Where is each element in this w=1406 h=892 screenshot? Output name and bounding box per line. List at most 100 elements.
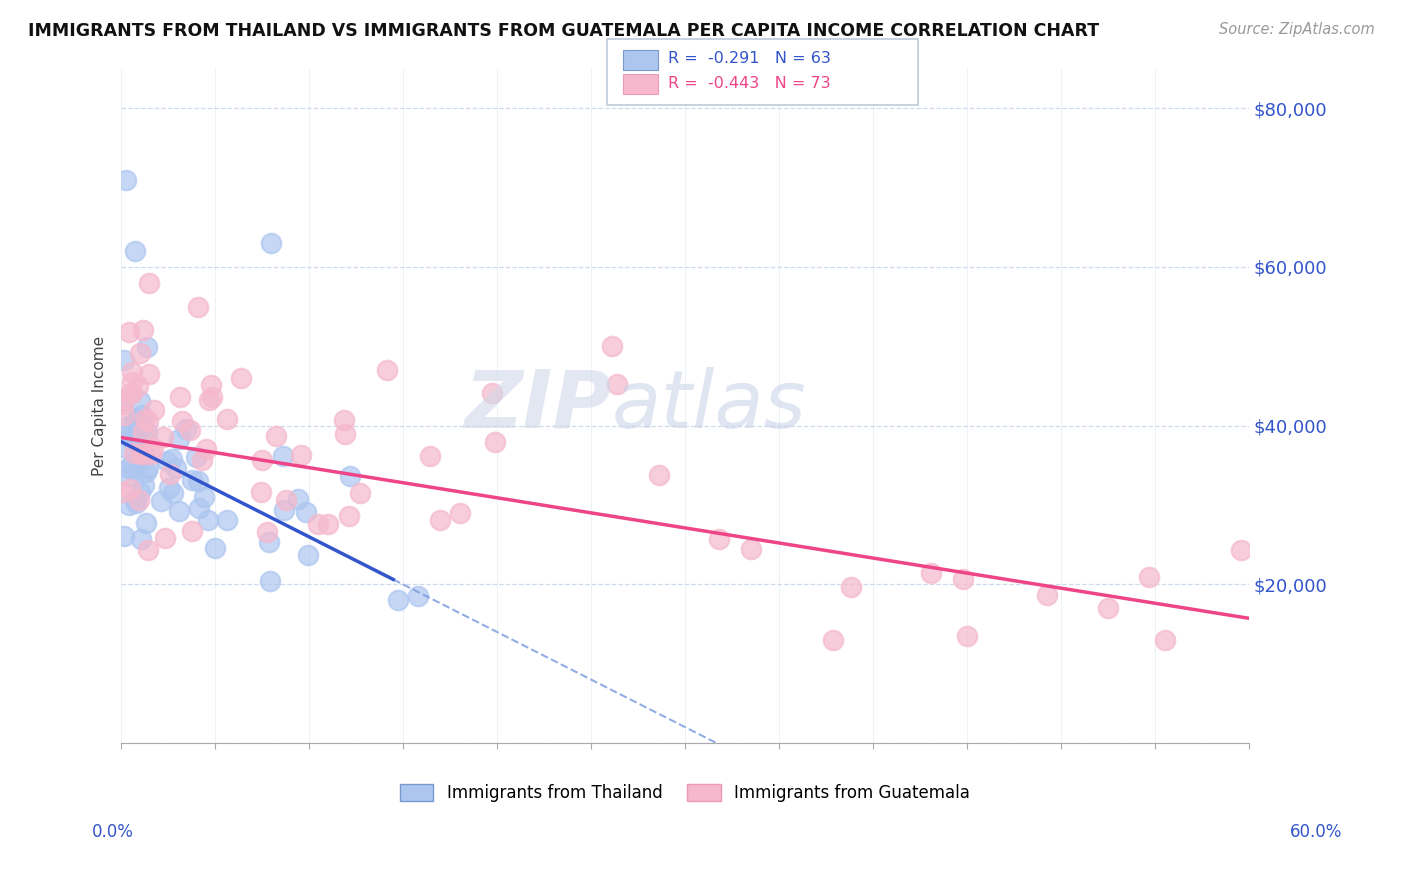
Point [429,513,451,527]
Text: 60.0%: 60.0% [1291,822,1343,840]
Point [290,448,312,462]
Point [124,424,146,438]
Point [184,450,207,464]
Point [121,366,143,380]
Point [132,478,155,492]
Point [249,485,271,500]
Point [153,531,176,545]
Point [375,363,398,377]
Point [259,574,281,588]
Point [152,430,174,444]
Point [125,412,148,426]
Y-axis label: Per Capita Income: Per Capita Income [93,335,107,475]
Point [167,504,190,518]
Point [136,461,159,475]
Text: R =  -0.291   N = 63: R = -0.291 N = 63 [668,52,831,66]
Point [121,375,143,389]
Point [264,429,287,443]
Point [332,413,354,427]
Point [215,513,238,527]
Point [229,371,252,385]
Point [124,446,146,460]
Point [260,235,283,250]
Point [1154,632,1177,647]
Point [117,460,139,475]
Point [307,516,329,531]
Point [1230,543,1253,558]
Point [142,403,165,417]
Point [250,453,273,467]
Point [125,425,148,439]
Point [191,453,214,467]
Point [600,339,623,353]
Point [157,481,180,495]
Point [132,323,155,337]
Point [112,529,135,543]
Point [142,441,165,455]
Point [295,505,318,519]
Point [707,533,730,547]
Point [117,469,139,483]
Point [339,469,361,483]
Point [198,393,221,408]
Point [127,378,149,392]
Point [955,629,977,643]
Point [200,378,222,392]
Point [131,533,153,547]
Point [335,426,357,441]
Point [297,548,319,562]
Text: atlas: atlas [612,367,806,445]
Point [136,543,159,558]
Point [112,409,135,423]
Point [179,423,201,437]
Point [124,425,146,439]
Point [134,411,156,425]
Point [120,482,142,496]
Point [135,465,157,479]
Point [112,440,135,454]
Point [952,572,974,586]
Point [186,474,208,488]
Legend: Immigrants from Thailand, Immigrants from Guatemala: Immigrants from Thailand, Immigrants fro… [394,777,977,809]
Point [406,589,429,603]
Point [129,485,152,500]
Point [159,467,181,481]
Point [449,506,471,520]
Point [136,340,159,354]
Point [167,432,190,446]
Point [138,368,160,382]
Point [419,450,441,464]
Point [160,451,183,466]
Point [606,377,628,392]
Point [274,492,297,507]
Point [740,541,762,556]
Point [125,496,148,510]
Point [118,498,141,512]
Text: ZIP: ZIP [464,367,612,445]
Point [197,513,219,527]
Point [121,430,143,444]
Point [287,492,309,507]
Point [136,425,159,439]
Point [181,524,204,538]
Point [257,535,280,549]
Point [111,397,134,411]
Text: IMMIGRANTS FROM THAILAND VS IMMIGRANTS FROM GUATEMALA PER CAPITA INCOME CORRELAT: IMMIGRANTS FROM THAILAND VS IMMIGRANTS F… [28,22,1099,40]
Point [132,448,155,462]
Point [127,457,149,471]
Point [112,485,135,500]
Point [481,386,503,401]
Point [273,449,295,463]
Point [118,325,141,339]
Point [156,453,179,467]
Point [118,425,141,439]
Point [337,509,360,524]
Point [187,300,209,314]
Point [387,593,409,607]
Point [135,516,157,531]
Text: 0.0%: 0.0% [91,822,134,840]
Point [484,434,506,449]
Point [118,387,141,401]
Point [122,461,145,475]
Text: R =  -0.443   N = 73: R = -0.443 N = 73 [668,77,831,91]
